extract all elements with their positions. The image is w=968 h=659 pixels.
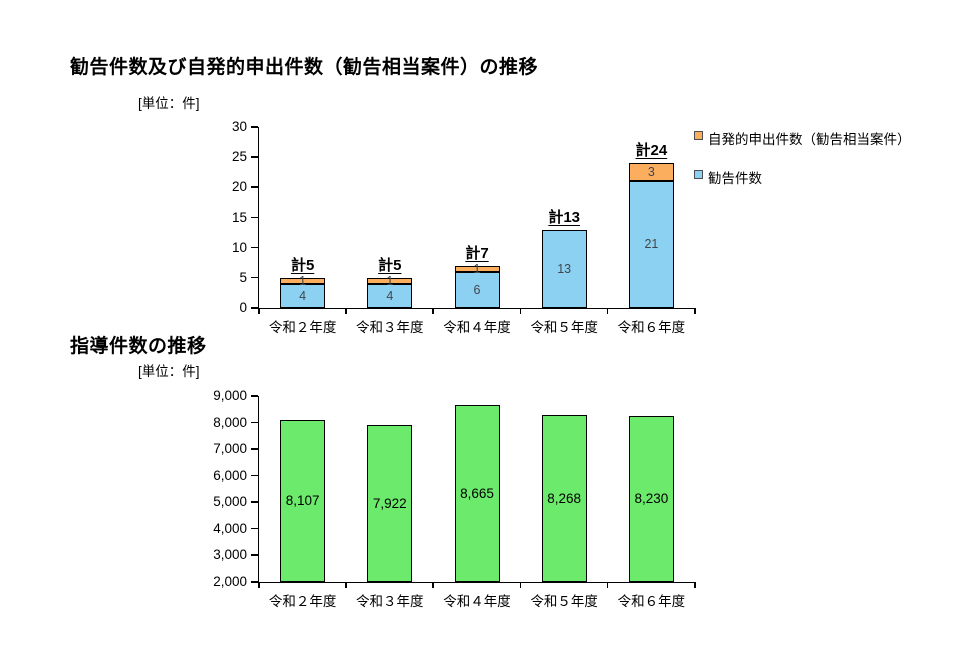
bar-value-label: 8,268: [547, 490, 582, 506]
chart2-plot-area: 2,000 3,000 4,000 5,000 6,000 7,000 8,000 9,000…: [213, 388, 696, 609]
legend-item: 自発的申出件数（勧告相当案件）: [694, 128, 911, 148]
bar-segment-勧告件数: 4: [280, 283, 326, 308]
y-axis-tick-label: 25: [231, 149, 247, 165]
y-axis-tick-label: 3,000: [213, 547, 247, 563]
bar-total-label: 計24: [635, 142, 668, 160]
x-axis-tick: [694, 582, 696, 588]
bar-total-label: 計7: [465, 244, 489, 262]
x-axis-category-label: 令和５年度: [530, 594, 598, 609]
y-axis-tick: [250, 276, 258, 279]
chart2-unit-label: [単位：件]: [138, 364, 200, 379]
y-axis-tick-label: 4,000: [213, 520, 247, 536]
x-axis-category-label: 令和２年度: [268, 594, 337, 609]
bar-segment-自発的申出件数（勧告相当案件）: 1: [367, 275, 413, 287]
y-axis-tick-label: 5,000: [213, 494, 247, 510]
bar-segment-自発的申出件数（勧告相当案件）: 3: [628, 163, 674, 182]
bar-segment-勧告件数: 4: [367, 283, 413, 308]
x-axis-tick: [519, 582, 522, 588]
chart1-unit-label: [単位：件]: [138, 96, 200, 111]
bar-total-label: 計5: [378, 256, 402, 274]
bar-segment-勧告件数: 13: [541, 229, 587, 308]
x-axis-tick: [345, 308, 347, 314]
bar-segment-指導件数: 8,107: [280, 419, 326, 582]
y-axis-tick-label: 20: [231, 179, 247, 195]
bar-segment-自発的申出件数（勧告相当案件）: 1: [280, 275, 326, 287]
bar-total-label: 計5: [290, 256, 315, 274]
bar-segment-指導件数: 8,268: [541, 415, 587, 582]
bar-total-label: 計13: [548, 208, 581, 226]
bar-segment-勧告件数: 6: [454, 271, 500, 308]
y-axis-tick: [250, 246, 258, 249]
x-axis-category-label: 令和３年度: [356, 320, 424, 335]
x-axis-tick: [432, 582, 434, 588]
legend-swatch-icon: [694, 170, 703, 179]
y-axis-tick-label: 6,000: [213, 467, 247, 483]
bar-segment-勧告件数: 21: [628, 181, 674, 308]
legend-item: 勧告件数: [694, 167, 762, 187]
y-axis-tick-label: 5: [239, 269, 247, 285]
x-axis-category-label: 令和６年度: [617, 594, 686, 609]
x-axis-category-label: 令和４年度: [443, 594, 511, 609]
y-axis-tick-label: 15: [231, 209, 247, 225]
bar-value-label: 8,107: [285, 493, 320, 509]
y-axis-tick-label: 30: [231, 119, 247, 134]
x-axis-tick: [606, 308, 609, 314]
y-axis-tick-label: 7,000: [213, 441, 247, 457]
x-axis-tick: [432, 308, 434, 314]
bar-value-label: 7,922: [372, 495, 407, 511]
bar-value-label: 8,665: [460, 485, 494, 501]
bar-value-label: 4: [386, 288, 394, 303]
bar-value-label: 21: [644, 237, 659, 252]
legend-item-label: 勧告件数: [708, 171, 762, 186]
bar-segment-指導件数: 8,665: [454, 404, 500, 582]
y-axis-tick-label: 2,000: [213, 574, 247, 589]
chart1-plot-area: 0 5 10 15 20 25 30 4 1 計5 令和２年度 4 1 計5 令和３年度 6 1 計7 令和４年度 1…: [232, 119, 696, 335]
y-axis-tick-label: 9,000: [213, 388, 247, 403]
y-axis-tick: [250, 216, 258, 218]
x-axis-category-label: 令和６年度: [617, 320, 686, 335]
chart1-title: 勧告件数及び自発的申出件数（勧告相当案件）の推移: [70, 57, 539, 78]
y-axis-tick: [250, 501, 258, 503]
x-axis-tick: [258, 308, 260, 314]
legend-item-label: 自発的申出件数（勧告相当案件）: [708, 132, 911, 147]
bar-segment-指導件数: 8,230: [628, 416, 674, 582]
y-axis-tick: [250, 186, 258, 188]
x-axis-tick: [258, 582, 260, 588]
bar-segment-自発的申出件数（勧告相当案件）: 1: [454, 263, 500, 275]
y-axis-tick: [250, 395, 258, 397]
legend-swatch-icon: [694, 131, 703, 140]
chart2-title: 指導件数の推移: [70, 336, 207, 357]
x-axis-category-label: 令和４年度: [443, 320, 511, 335]
x-axis-category-label: 令和５年度: [530, 320, 598, 335]
bar-value-label: 3: [647, 164, 655, 179]
y-axis-tick: [250, 126, 258, 128]
y-axis-tick: [250, 527, 258, 530]
y-axis-tick: [250, 307, 258, 309]
y-axis-tick: [250, 156, 258, 158]
x-axis-tick: [606, 582, 609, 588]
y-axis-tick: [250, 474, 258, 477]
y-axis-tick: [250, 421, 258, 424]
bar-segment-指導件数: 7,922: [367, 424, 413, 582]
y-axis-tick-label: 8,000: [213, 414, 247, 430]
y-axis-tick: [250, 448, 258, 450]
bar-value-label: 4: [299, 288, 307, 303]
y-axis-tick: [250, 554, 258, 556]
y-axis-tick-label: 10: [231, 239, 247, 255]
y-axis-tick: [250, 581, 258, 583]
bar-value-label: 13: [557, 261, 572, 276]
x-axis-tick: [694, 308, 696, 314]
bar-value-label: 6: [473, 282, 481, 297]
x-axis-tick: [519, 308, 522, 314]
bar-value-label: 1: [473, 261, 481, 276]
x-axis-category-label: 令和２年度: [268, 320, 337, 335]
x-axis-category-label: 令和３年度: [356, 594, 424, 609]
bar-value-label: 1: [386, 273, 394, 288]
x-axis-tick: [345, 582, 347, 588]
bar-value-label: 1: [299, 273, 307, 288]
bar-value-label: 8,230: [634, 491, 669, 507]
y-axis-tick-label: 0: [239, 300, 247, 315]
